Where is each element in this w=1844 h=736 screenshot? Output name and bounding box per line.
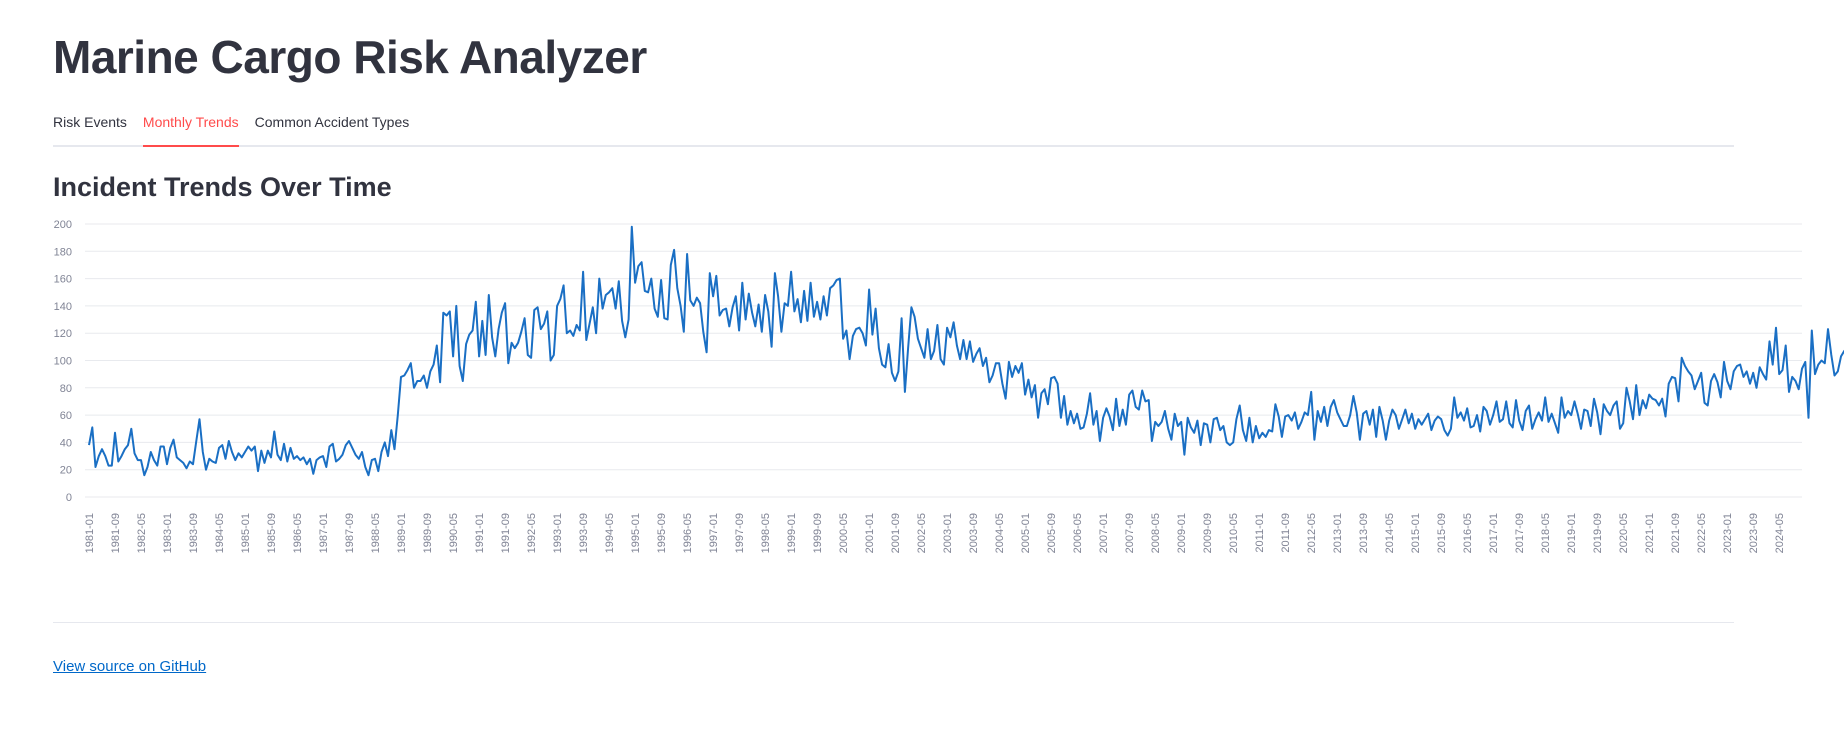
x-tick-label: 2002-05 (916, 513, 928, 553)
x-tick-label: 1995-01 (630, 513, 642, 553)
footer-divider (53, 622, 1734, 623)
y-tick-label: 100 (54, 356, 72, 368)
y-tick-label: 40 (60, 437, 72, 449)
y-tick-label: 0 (66, 492, 72, 504)
x-tick-label: 2014-05 (1384, 513, 1396, 553)
x-tick-label: 1997-09 (734, 513, 746, 553)
y-tick-label: 120 (54, 328, 72, 340)
x-tick-label: 2018-05 (1540, 513, 1552, 553)
x-tick-label: 1993-09 (578, 513, 590, 553)
x-tick-label: 1986-05 (292, 513, 304, 553)
x-tick-label: 2023-01 (1722, 513, 1734, 553)
x-tick-label: 1994-05 (604, 513, 616, 553)
x-tick-label: 2021-01 (1644, 513, 1656, 553)
tab-common-accident-types[interactable]: Common Accident Types (254, 114, 410, 130)
x-tick-label: 1981-01 (84, 513, 96, 553)
x-tick-label: 2000-05 (838, 513, 850, 553)
tab-bar: Risk Events Monthly Trends Common Accide… (53, 108, 1734, 147)
x-tick-label: 2017-01 (1488, 513, 1500, 553)
chart-series (88, 225, 1844, 477)
x-tick-label: 2009-01 (1176, 513, 1188, 553)
x-tick-label: 1996-05 (682, 513, 694, 553)
x-tick-label: 2007-09 (1124, 513, 1136, 553)
x-tick-label: 1991-01 (474, 513, 486, 553)
x-tick-label: 2017-09 (1514, 513, 1526, 553)
tab-monthly-trends[interactable]: Monthly Trends (142, 108, 239, 147)
x-tick-label: 2015-09 (1436, 513, 1448, 553)
x-tick-label: 1999-09 (812, 513, 824, 553)
x-tick-label: 2019-09 (1592, 513, 1604, 553)
x-tick-label: 1983-09 (188, 513, 200, 553)
x-tick-label: 2005-09 (1046, 513, 1058, 553)
x-tick-label: 2015-01 (1410, 513, 1422, 553)
x-tick-label: 1985-09 (266, 513, 278, 553)
x-tick-label: 1987-01 (318, 513, 330, 553)
y-tick-label: 160 (54, 274, 72, 286)
x-tick-label: 1992-05 (526, 513, 538, 553)
x-tick-label: 2016-05 (1462, 513, 1474, 553)
x-tick-label: 2022-05 (1696, 513, 1708, 553)
x-tick-label: 2024-05 (1774, 513, 1786, 553)
y-tick-label: 200 (54, 219, 72, 231)
x-tick-label: 2009-09 (1202, 513, 1214, 553)
x-tick-label: 1993-01 (552, 513, 564, 553)
x-tick-label: 2010-05 (1228, 513, 1240, 553)
y-tick-label: 180 (54, 246, 72, 258)
x-tick-label: 1991-09 (500, 513, 512, 553)
x-tick-label: 1989-09 (422, 513, 434, 553)
y-tick-label: 20 (60, 465, 72, 477)
chart-x-axis: 1981-01 1981-09 1982-05 1983-01 1983-09 1984-… (84, 513, 1786, 553)
x-tick-label: 1985-01 (240, 513, 252, 553)
x-tick-label: 2012-05 (1306, 513, 1318, 553)
x-tick-label: 1988-05 (370, 513, 382, 553)
x-tick-label: 1983-01 (162, 513, 174, 553)
y-tick-label: 140 (54, 301, 72, 313)
x-tick-label: 1990-05 (448, 513, 460, 553)
github-source-link[interactable]: View source on GitHub (53, 658, 207, 675)
x-tick-label: 1984-05 (214, 513, 226, 553)
x-tick-label: 2013-09 (1358, 513, 1370, 553)
x-tick-label: 1987-09 (344, 513, 356, 553)
x-tick-label: 2019-01 (1566, 513, 1578, 553)
x-tick-label: 2011-01 (1254, 513, 1266, 553)
x-tick-label: 1981-09 (110, 513, 122, 553)
x-tick-label: 1982-05 (136, 513, 148, 553)
x-tick-label: 2008-05 (1150, 513, 1162, 553)
x-tick-label: 2011-09 (1280, 513, 1292, 553)
y-tick-label: 60 (60, 410, 72, 422)
incident-count-line (88, 225, 1844, 477)
x-tick-label: 2005-01 (1020, 513, 1032, 553)
y-tick-label: 80 (60, 383, 72, 395)
x-tick-label: 2003-09 (968, 513, 980, 553)
x-tick-label: 1997-01 (708, 513, 720, 553)
x-tick-label: 2013-01 (1332, 513, 1344, 553)
x-tick-label: 2021-09 (1670, 513, 1682, 553)
x-tick-label: 2023-09 (1748, 513, 1760, 553)
x-tick-label: 2001-01 (864, 513, 876, 553)
x-tick-label: 2007-01 (1098, 513, 1110, 553)
section-title: Incident Trends Over Time (53, 172, 392, 202)
x-tick-label: 2006-05 (1072, 513, 1084, 553)
x-tick-label: 2004-05 (994, 513, 1006, 553)
x-tick-label: 1999-01 (786, 513, 798, 553)
x-tick-label: 2001-09 (890, 513, 902, 553)
x-tick-label: 1995-09 (656, 513, 668, 553)
x-tick-label: 2020-05 (1618, 513, 1630, 553)
tab-risk-events[interactable]: Risk Events (53, 114, 127, 130)
x-tick-label: 1998-05 (760, 513, 772, 553)
x-tick-label: 2003-01 (942, 513, 954, 553)
chart-y-axis: 0 20 40 60 80 100 120 140 160 180 200 (54, 219, 72, 504)
x-tick-label: 1989-01 (396, 513, 408, 553)
app-title: Marine Cargo Risk Analyzer (53, 31, 647, 83)
